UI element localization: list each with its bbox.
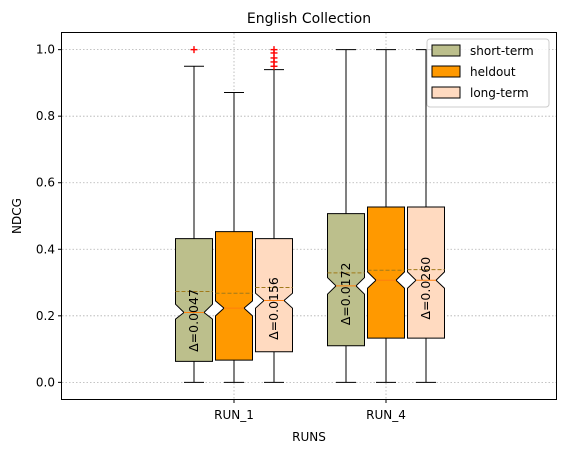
- chart-title: English Collection: [247, 11, 371, 27]
- x-tick-label: RUN_1: [214, 408, 254, 422]
- legend-label: heldout: [470, 65, 516, 79]
- notched-box: [407, 206, 445, 339]
- outlier-marker: [270, 46, 278, 54]
- notched-box: [215, 231, 253, 361]
- legend-swatch: [431, 44, 461, 57]
- notched-box: [367, 206, 405, 339]
- outlier-marker: [190, 46, 198, 54]
- box-short-term-RUN_1: Δ=0.0047: [175, 46, 213, 383]
- y-tick-label: 0.6: [36, 176, 55, 190]
- legend-item-short-term: short-term: [431, 44, 534, 58]
- y-tick-label: 0.8: [36, 109, 55, 123]
- plot-area: Δ=0.0047 Δ=0.0172 Δ=0.0156 Δ=0.0260: [175, 46, 445, 383]
- delta-label: Δ=0.0156: [266, 277, 281, 340]
- box-short-term-RUN_4: Δ=0.0172: [327, 49, 365, 383]
- plot-frame: [61, 32, 557, 400]
- box-heldout-RUN_4: [367, 49, 405, 383]
- notched-box: [327, 213, 365, 347]
- y-tick-label: 0.4: [36, 242, 55, 256]
- legend-label: long-term: [470, 86, 529, 100]
- notched-box: [255, 238, 293, 353]
- x-tick-label: RUN_4: [366, 408, 406, 422]
- legend-label: short-term: [470, 44, 534, 58]
- delta-label: Δ=0.0172: [338, 262, 353, 325]
- box-long-term-RUN_4: Δ=0.0260: [407, 49, 445, 383]
- y-tick-label: 0.2: [36, 309, 55, 323]
- y-tick-label: 0.0: [36, 375, 55, 389]
- axes: RUN_1 RUN_4 0.0 0.2 0.4 0.6 0.8 1.0: [36, 43, 406, 422]
- delta-label: Δ=0.0260: [418, 257, 433, 320]
- delta-label: Δ=0.0047: [186, 289, 201, 352]
- box-long-term-RUN_1: Δ=0.0156: [255, 46, 293, 383]
- y-axis-title: NDCG: [10, 198, 24, 234]
- notched-box: [175, 238, 213, 362]
- legend-swatch: [431, 86, 461, 99]
- y-tick-label: 1.0: [36, 43, 55, 57]
- box-heldout-RUN_1: [215, 92, 253, 383]
- legend: short-term heldout long-term: [426, 38, 550, 108]
- legend-item-long-term: long-term: [431, 86, 529, 100]
- legend-swatch: [431, 65, 461, 78]
- legend-item-heldout: heldout: [431, 65, 516, 79]
- x-axis-title: RUNS: [292, 430, 326, 444]
